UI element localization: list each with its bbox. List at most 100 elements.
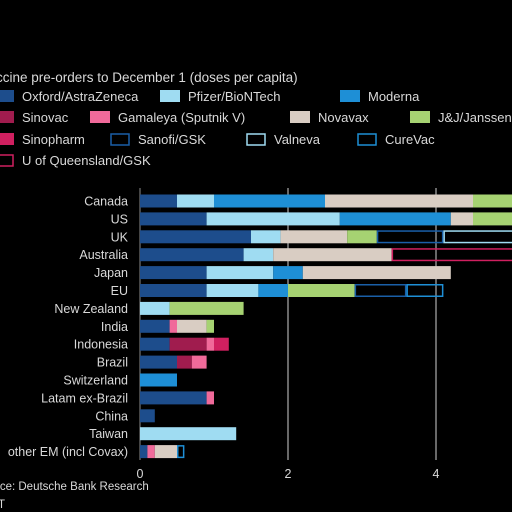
- category-label: Japan: [94, 266, 128, 280]
- chart-title: ccine pre-orders to December 1 (doses pe…: [0, 70, 298, 85]
- bar-segment: [140, 284, 207, 297]
- bar-segment: [325, 194, 473, 208]
- legend-label: U of Queensland/GSK: [22, 153, 151, 168]
- bar-segment: [140, 373, 177, 387]
- category-label: UK: [111, 230, 129, 244]
- bar-segment: [206, 337, 214, 351]
- bar-segment: [140, 230, 251, 244]
- legend-label: Sinopharm: [22, 132, 85, 147]
- bar-segment: [140, 391, 207, 405]
- bar-segment: [140, 248, 244, 262]
- legend-label: Valneva: [274, 132, 321, 147]
- bar-segment: [169, 337, 207, 351]
- bar-segment: [177, 194, 214, 208]
- legend-item-j-j-janssen: J&J/Janssen: [410, 110, 512, 125]
- legend-swatch: [0, 133, 14, 145]
- bar-segment: [243, 248, 274, 262]
- bar-segment: [140, 355, 177, 369]
- legend-item-pfizer-biontech: Pfizer/BioNTech: [160, 89, 280, 104]
- bar-segment: [140, 445, 148, 459]
- bar-segment: [169, 301, 244, 315]
- legend-swatch: [0, 111, 14, 123]
- legend-item-curevac: CureVac: [357, 132, 435, 147]
- legend-swatch: [410, 111, 430, 123]
- bar-segment: [206, 284, 259, 297]
- bar-segment: [140, 266, 207, 280]
- bar-segment: [273, 266, 303, 280]
- legend-label: CureVac: [385, 132, 435, 147]
- bar-segment: [169, 319, 177, 333]
- bar-segment: [177, 319, 207, 333]
- bar-segment: [206, 391, 214, 405]
- category-label: EU: [111, 284, 128, 298]
- x-tick-label: 4: [433, 467, 440, 481]
- category-label: China: [95, 409, 128, 423]
- legend-label: Novavax: [318, 110, 369, 125]
- category-label: Taiwan: [89, 427, 128, 441]
- x-tick-labels: 0 2 4: [137, 467, 440, 481]
- bar-segment: [354, 284, 407, 297]
- bar-segment: [140, 427, 237, 441]
- legend-item-moderna: Moderna: [340, 89, 420, 104]
- category-label: New Zealand: [54, 302, 128, 316]
- bar-segment: [206, 319, 214, 333]
- category-labels: Canada US UK Australia Japan EU New Zealand Ind…: [8, 195, 129, 460]
- bar-segment: [443, 230, 512, 244]
- bar-segment: [473, 194, 512, 208]
- legend-item-novavax: Novavax: [290, 110, 369, 125]
- bar-segment: [140, 301, 170, 315]
- category-label: Switzerland: [63, 374, 128, 388]
- legend-swatch: [357, 133, 377, 146]
- bar-segment: [280, 230, 348, 244]
- legend-item-u-of-queensland-gsk: U of Queensland/GSK: [0, 153, 151, 168]
- bar-segment: [206, 212, 340, 226]
- bar-segment: [251, 230, 281, 244]
- bar-segment: [140, 337, 170, 351]
- source-note: rce: Deutsche Bank Research: [0, 481, 149, 493]
- category-label: Brazil: [97, 356, 128, 370]
- bar-segment: [214, 337, 229, 351]
- legend-swatch: [290, 111, 310, 123]
- bar-segment: [273, 248, 392, 262]
- bar-segment: [177, 355, 192, 369]
- x-tick-label: 2: [285, 467, 292, 481]
- category-label: US: [111, 212, 128, 226]
- legend-label: Oxford/AstraZeneca: [22, 89, 139, 104]
- legend-item-valneva: Valneva: [246, 132, 321, 147]
- legend-item-gamaleya-sputnik-v: Gamaleya (Sputnik V): [90, 110, 245, 125]
- bars: [140, 194, 512, 459]
- bar-segment: [288, 284, 355, 297]
- x-tick-label: 0: [137, 467, 144, 481]
- bar-segment: [140, 319, 170, 333]
- legend-swatch: [160, 90, 180, 102]
- legend-item-sinopharm: Sinopharm: [0, 132, 85, 147]
- legend-item-sanofi-gsk: Sanofi/GSK: [110, 132, 206, 147]
- bar-segment: [258, 284, 288, 297]
- legend-label: Moderna: [368, 89, 420, 104]
- legend-label: Sanofi/GSK: [138, 132, 206, 147]
- legend-swatch: [110, 133, 130, 146]
- category-label: Indonesia: [74, 338, 128, 352]
- bar-segment: [177, 445, 185, 459]
- bar-segment: [214, 194, 325, 208]
- category-label: India: [101, 320, 128, 334]
- bar-segment: [147, 445, 155, 459]
- bar-segment: [473, 212, 512, 226]
- bar-segment: [140, 194, 177, 208]
- legend: Oxford/AstraZeneca Pfizer/BioNTech Moderna…: [0, 89, 512, 168]
- bar-segment: [339, 212, 451, 226]
- bar-segment: [450, 212, 473, 226]
- category-label: Canada: [84, 195, 128, 209]
- legend-item-sinovac: Sinovac: [0, 110, 69, 125]
- legend-swatch: [0, 154, 14, 167]
- legend-swatch: [0, 90, 14, 102]
- legend-label: Sinovac: [22, 110, 69, 125]
- legend-swatch: [340, 90, 360, 102]
- bar-segment: [140, 212, 207, 226]
- category-label: Latam ex-Brazil: [41, 391, 128, 405]
- bar-segment: [140, 409, 155, 423]
- bar-segment: [302, 266, 451, 280]
- bar-segment: [406, 284, 444, 297]
- legend-label: J&J/Janssen: [438, 110, 512, 125]
